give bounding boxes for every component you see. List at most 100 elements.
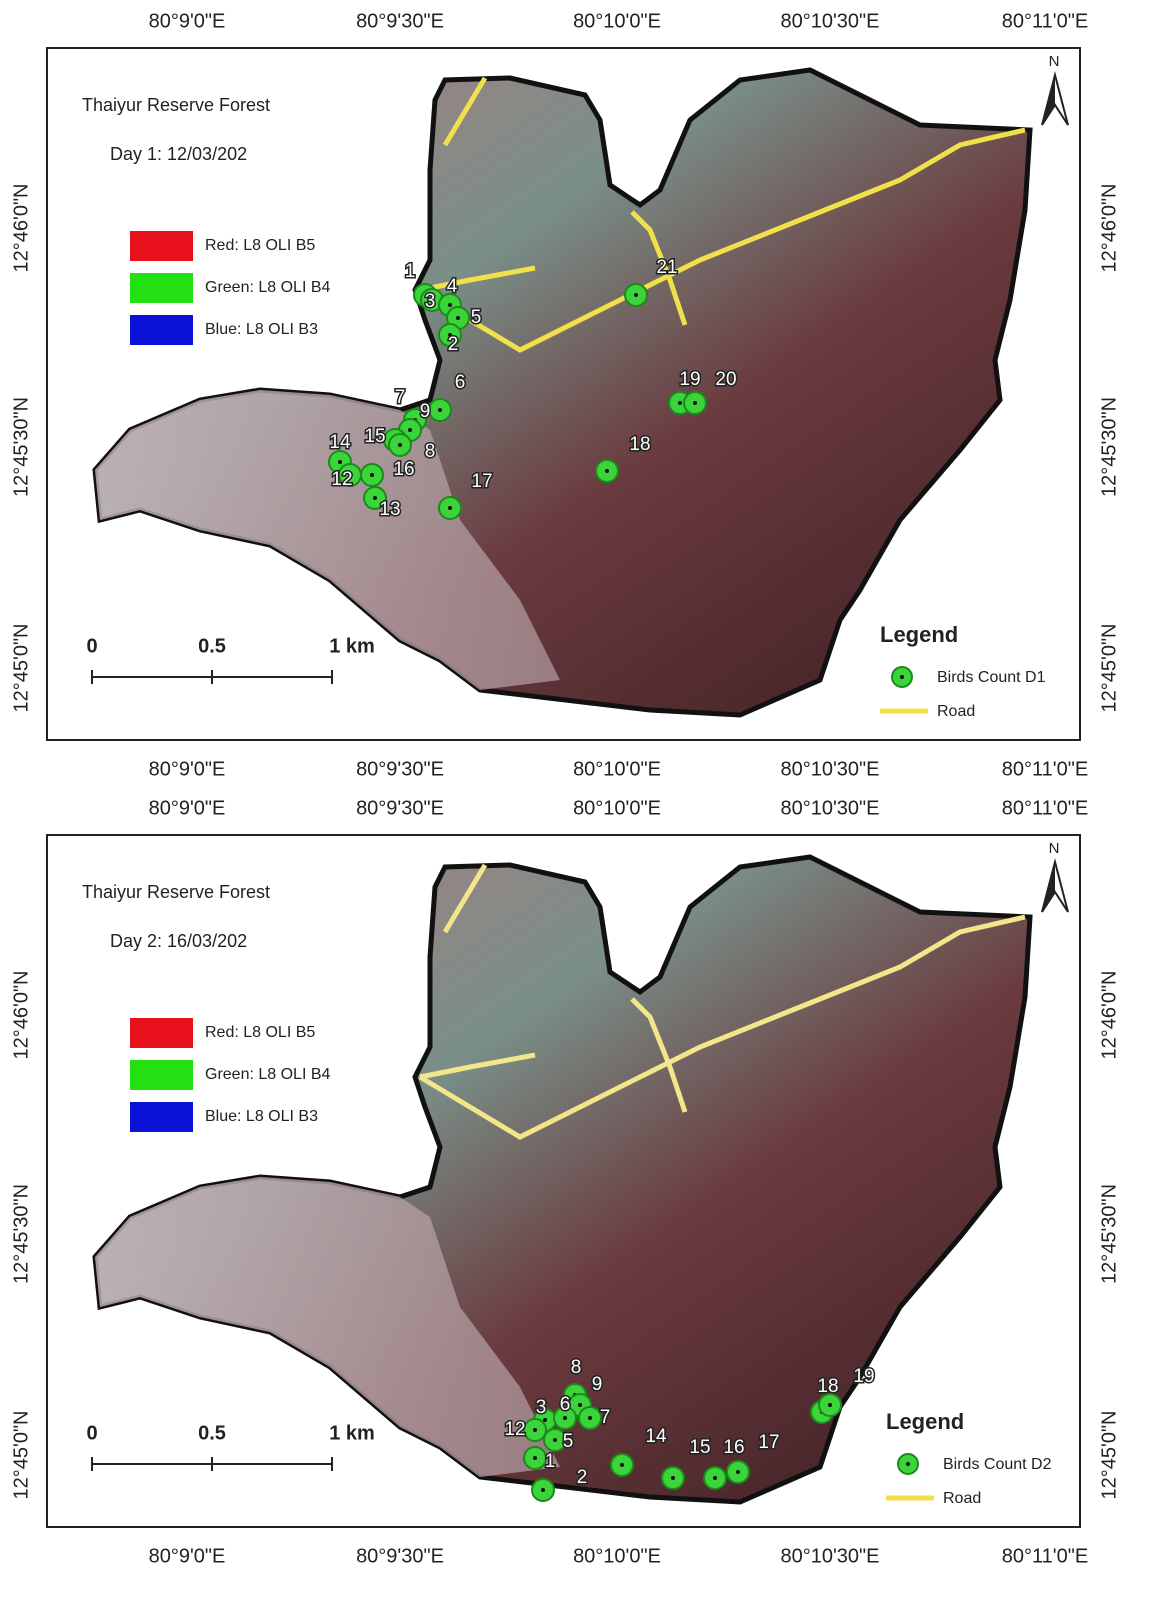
legend-title: Legend: [886, 1409, 964, 1434]
left-lat-label: 12°45'30"N: [10, 397, 32, 497]
north-label: N: [1049, 840, 1060, 857]
bird-point-label: 7: [600, 1407, 611, 1428]
map-title: Thaiyur Reserve Forest: [82, 882, 270, 902]
bird-point-dot: [533, 1428, 537, 1432]
bird-point-label: 3: [425, 291, 436, 312]
top-lon-label: 80°9'0"E: [149, 10, 226, 32]
bird-point-dot: [408, 428, 412, 432]
top-lon-label: 80°10'0"E: [573, 10, 661, 32]
scale-label: 1 km: [329, 1422, 375, 1444]
bird-point-dot: [370, 473, 374, 477]
band-label: Green: L8 OLI B4: [205, 279, 331, 296]
scale-label: 0: [86, 1422, 97, 1444]
bird-point-label: 19: [679, 369, 700, 390]
bird-point-dot: [693, 401, 697, 405]
bird-point-dot: [338, 460, 342, 464]
bird-point-label: 21: [656, 257, 677, 278]
right-lat-label: 12°45'30"N: [1098, 397, 1120, 497]
band-swatch: [130, 1102, 193, 1132]
bottom-lon-label: 80°9'30"E: [356, 1545, 444, 1567]
left-lat-label: 12°45'0"N: [10, 624, 32, 713]
band-swatch: [130, 231, 193, 261]
bird-point-label: 12: [504, 1419, 525, 1440]
right-lat-label: 12°46'0"N: [1098, 971, 1120, 1060]
legend-point-dot: [906, 1462, 910, 1466]
scale-label: 0: [86, 635, 97, 657]
bird-point-label: 8: [425, 441, 436, 462]
left-lat-label: 12°45'0"N: [10, 1411, 32, 1500]
bird-point-label: 19: [853, 1366, 874, 1387]
top-lon-label: 80°10'30"E: [781, 10, 880, 32]
right-lat-label: 12°45'30"N: [1098, 1184, 1120, 1284]
bird-point-dot: [553, 1438, 557, 1442]
bird-point-dot: [543, 1418, 547, 1422]
top-lon-label: 80°11'0"E: [1002, 10, 1088, 32]
bird-point-label: 14: [645, 1426, 667, 1447]
map-panel: 80°9'0"E80°9'0"E80°9'30"E80°9'30"E80°10'…: [10, 10, 1120, 780]
bird-point-dot: [533, 1456, 537, 1460]
right-lat-label: 12°46'0"N: [1098, 184, 1120, 273]
bottom-lon-label: 80°10'0"E: [573, 758, 661, 780]
bird-point-label: 6: [560, 1394, 571, 1415]
bird-point-label: 5: [563, 1431, 574, 1452]
bird-point-label: 6: [455, 372, 466, 393]
bird-point-dot: [448, 303, 452, 307]
north-label: N: [1049, 53, 1060, 70]
bottom-lon-label: 80°10'0"E: [573, 1545, 661, 1567]
band-label: Red: L8 OLI B5: [205, 1024, 315, 1041]
bird-point-dot: [605, 469, 609, 473]
bird-point-label: 17: [471, 471, 492, 492]
scale-label: 0.5: [198, 1422, 226, 1444]
legend-road-label: Road: [943, 1490, 981, 1507]
bird-point-label: 17: [758, 1432, 779, 1453]
bird-point-label: 12: [331, 469, 352, 490]
map-panel: 80°9'0"E80°9'0"E80°9'30"E80°9'30"E80°10'…: [10, 797, 1120, 1567]
bird-point-label: 4: [447, 276, 458, 297]
top-lon-label: 80°11'0"E: [1002, 797, 1088, 819]
right-lat-label: 12°45'0"N: [1098, 624, 1120, 713]
bird-point-label: 14: [329, 432, 351, 453]
band-label: Blue: L8 OLI B3: [205, 1108, 318, 1125]
band-label: Blue: L8 OLI B3: [205, 321, 318, 338]
bird-point-dot: [456, 316, 460, 320]
band-swatch: [130, 1018, 193, 1048]
bottom-lon-label: 80°10'30"E: [781, 1545, 880, 1567]
legend-point-dot: [900, 675, 904, 679]
bottom-lon-label: 80°9'0"E: [149, 758, 226, 780]
map-title: Thaiyur Reserve Forest: [82, 95, 270, 115]
legend-point-label: Birds Count D1: [937, 669, 1046, 686]
bottom-lon-label: 80°10'30"E: [781, 758, 880, 780]
bird-point-dot: [398, 443, 402, 447]
band-label: Red: L8 OLI B5: [205, 237, 315, 254]
bird-point-label: 7: [395, 387, 406, 408]
bird-point-dot: [671, 1476, 675, 1480]
bird-point-label: 9: [420, 401, 431, 422]
bird-point-label: 8: [571, 1357, 582, 1378]
map-subtitle: Day 1: 12/03/202: [110, 144, 247, 164]
bird-point-label: 2: [448, 334, 459, 355]
scale-label: 1 km: [329, 635, 375, 657]
bird-point-dot: [678, 401, 682, 405]
legend-road-label: Road: [937, 703, 975, 720]
map-figure: 80°9'0"E 80°9'0"E 80°9'30"E 80°9'30"E 80°10'…: [0, 0, 1151, 1603]
left-lat-label: 12°45'30"N: [10, 1184, 32, 1284]
band-label: Green: L8 OLI B4: [205, 1066, 331, 1083]
bottom-lon-label: 80°9'30"E: [356, 758, 444, 780]
bird-point-label: 3: [536, 1397, 547, 1418]
bird-point-dot: [578, 1403, 582, 1407]
left-lat-label: 12°46'0"N: [10, 184, 32, 273]
map-subtitle: Day 2: 16/03/202: [110, 931, 247, 951]
top-lon-label: 80°10'0"E: [573, 797, 661, 819]
bottom-lon-label: 80°9'0"E: [149, 1545, 226, 1567]
bird-point-dot: [736, 1470, 740, 1474]
bird-point-dot: [438, 408, 442, 412]
bird-point-label: 9: [592, 1374, 603, 1395]
bird-point-label: 16: [723, 1437, 744, 1458]
bird-point-dot: [563, 1416, 567, 1420]
top-lon-label: 80°9'30"E: [356, 797, 444, 819]
bird-point-dot: [620, 1463, 624, 1467]
band-swatch: [130, 273, 193, 303]
legend-point-label: Birds Count D2: [943, 1456, 1052, 1473]
scale-label: 0.5: [198, 635, 226, 657]
left-lat-label: 12°46'0"N: [10, 971, 32, 1060]
